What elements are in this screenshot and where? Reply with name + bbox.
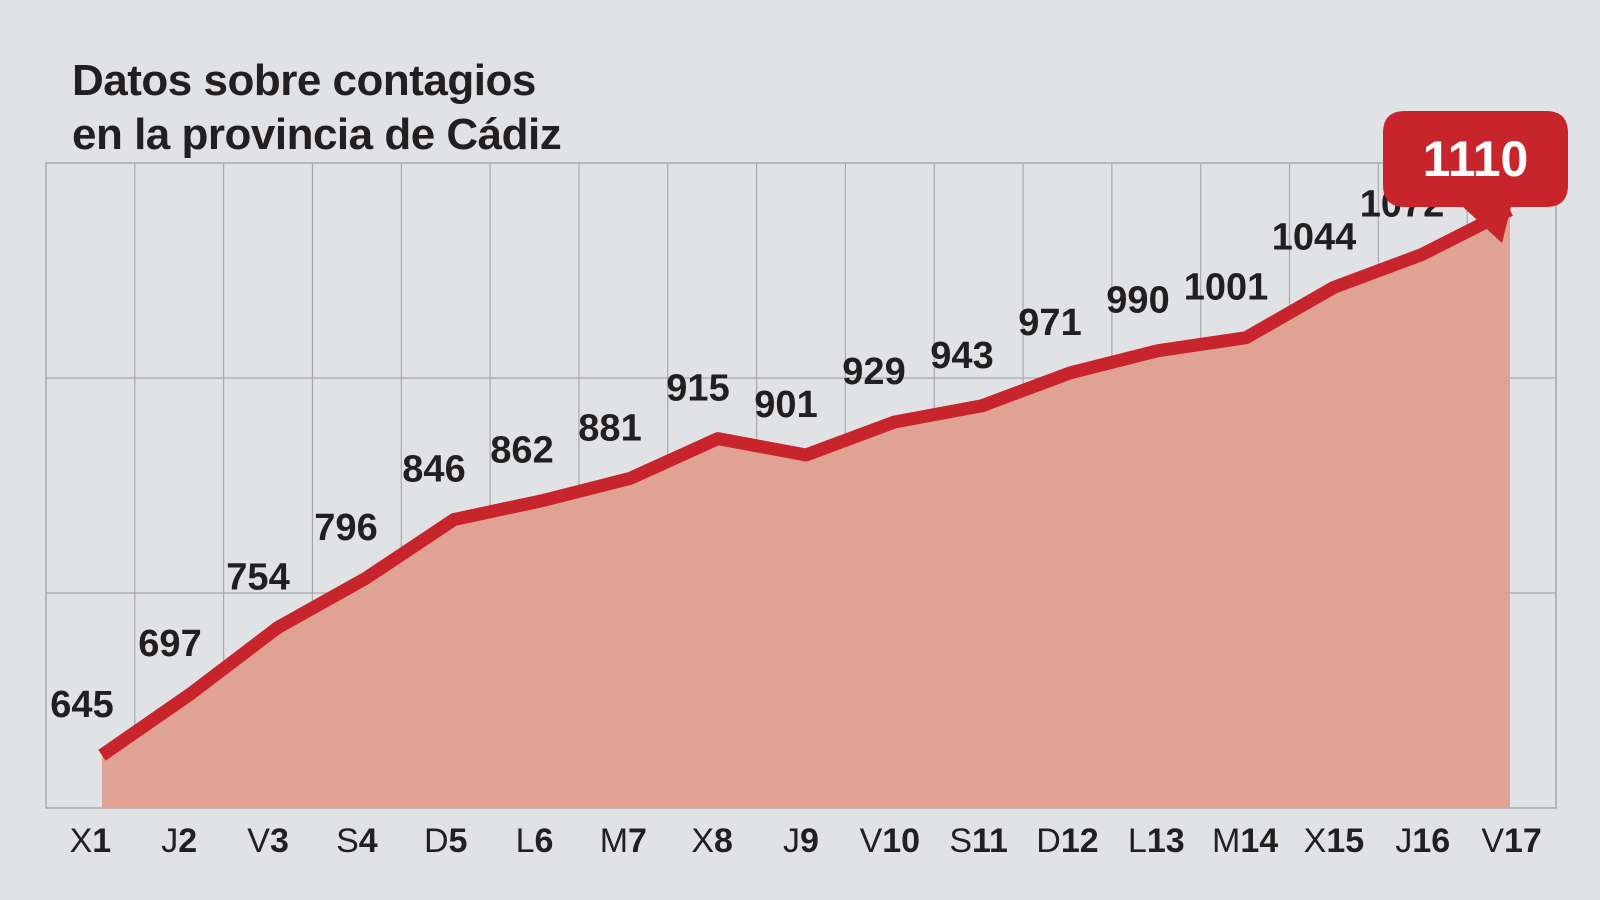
x-tick-label: J9 [783, 822, 819, 860]
x-tick-day-number: 1 [92, 822, 111, 860]
data-labels: 645 697 754 796 846 862 881 915 901 929 943 971 990 1… [50, 183, 1444, 726]
x-tick-day-number: 16 [1412, 822, 1450, 860]
x-tick-day-letter: V [1481, 822, 1504, 860]
x-tick-label: M14 [1212, 822, 1278, 860]
x-tick-day-number: 2 [178, 822, 197, 860]
data-label: 1044 [1272, 216, 1357, 258]
area-fill [102, 209, 1510, 809]
x-tick-day-letter: L [516, 822, 535, 860]
x-tick-day-number: 10 [882, 822, 920, 860]
x-tick-label: D12 [1036, 822, 1098, 860]
x-tick-day-letter: L [1128, 822, 1147, 860]
data-label: 754 [226, 556, 289, 598]
x-tick-day-number: 14 [1240, 822, 1278, 860]
x-tick-day-letter: M [1212, 822, 1240, 860]
data-label: 846 [402, 449, 465, 491]
x-tick-label: D5 [424, 822, 467, 860]
series-line-group [98, 204, 1513, 761]
x-tick-day-letter: D [1036, 822, 1061, 860]
x-tick-day-number: 4 [359, 822, 378, 860]
x-tick-label: J16 [1395, 822, 1450, 860]
data-label: 796 [314, 507, 377, 549]
chart-title-line-2: en la provincia de Cádiz [72, 110, 562, 159]
x-tick-day-number: 8 [714, 822, 733, 860]
data-label: 915 [666, 368, 729, 410]
chart-title-line-1: Datos sobre contagios [72, 56, 536, 105]
x-tick-day-letter: V [247, 822, 270, 860]
x-tick-label: J2 [161, 822, 197, 860]
x-tick-label: S4 [336, 822, 378, 860]
x-tick-day-letter: S [949, 822, 972, 860]
x-tick-day-letter: J [1395, 822, 1412, 860]
x-tick-day-number: 17 [1504, 822, 1542, 860]
x-tick-label: V17 [1481, 822, 1542, 860]
x-tick-day-number: 3 [270, 822, 289, 860]
x-tick-label: M7 [600, 822, 647, 860]
x-tick-day-number: 5 [449, 822, 468, 860]
data-label: 697 [138, 623, 201, 665]
x-tick-label: L6 [516, 822, 554, 860]
x-tick-label: L13 [1128, 822, 1185, 860]
x-tick-day-letter: X [1304, 822, 1327, 860]
x-tick-day-number: 6 [535, 822, 554, 860]
x-tick-label: X8 [691, 822, 733, 860]
x-tick-day-letter: J [783, 822, 800, 860]
x-tick-day-letter: V [860, 822, 883, 860]
x-tick-day-letter: D [424, 822, 449, 860]
x-tick-label: V10 [860, 822, 921, 860]
x-tick-day-letter: J [161, 822, 178, 860]
x-tick-day-letter: X [691, 822, 714, 860]
data-label: 929 [842, 351, 905, 393]
callout-bubble [1383, 111, 1568, 243]
x-tick-day-number: 7 [628, 822, 647, 860]
data-label: 971 [1018, 302, 1081, 344]
data-label: 901 [754, 384, 817, 426]
x-tick-label: S11 [949, 822, 1008, 860]
callout-value: 1110 [1423, 131, 1529, 187]
x-tick-day-number: 9 [800, 822, 819, 860]
x-tick-day-letter: M [600, 822, 628, 860]
x-tick-day-letter: X [70, 822, 93, 860]
x-axis-tick-labels: X1 J2 V3 S4 D5 L6 M7 X8 J9 V10 S11 D12 L13 M14 X15 J16 V… [70, 822, 1542, 860]
highlight-callout: 1110 [1383, 111, 1568, 243]
series-line [98, 204, 1513, 761]
x-tick-day-letter: S [336, 822, 359, 860]
data-label: 990 [1106, 280, 1169, 322]
data-label: 645 [50, 684, 113, 726]
x-tick-label: V3 [247, 822, 289, 860]
data-label: 943 [930, 335, 993, 377]
x-tick-day-number: 15 [1326, 822, 1364, 860]
data-label: 881 [578, 407, 641, 449]
x-tick-label: X1 [70, 822, 112, 860]
data-label: 1001 [1184, 267, 1269, 309]
chart-title: Datos sobre contagios en la provincia de… [72, 54, 562, 162]
x-tick-day-number: 11 [972, 822, 1008, 860]
x-tick-day-number: 12 [1061, 822, 1099, 860]
data-label: 862 [490, 430, 553, 472]
x-tick-day-number: 13 [1147, 822, 1185, 860]
x-tick-label: X15 [1304, 822, 1365, 860]
area-fill-group [102, 209, 1510, 809]
